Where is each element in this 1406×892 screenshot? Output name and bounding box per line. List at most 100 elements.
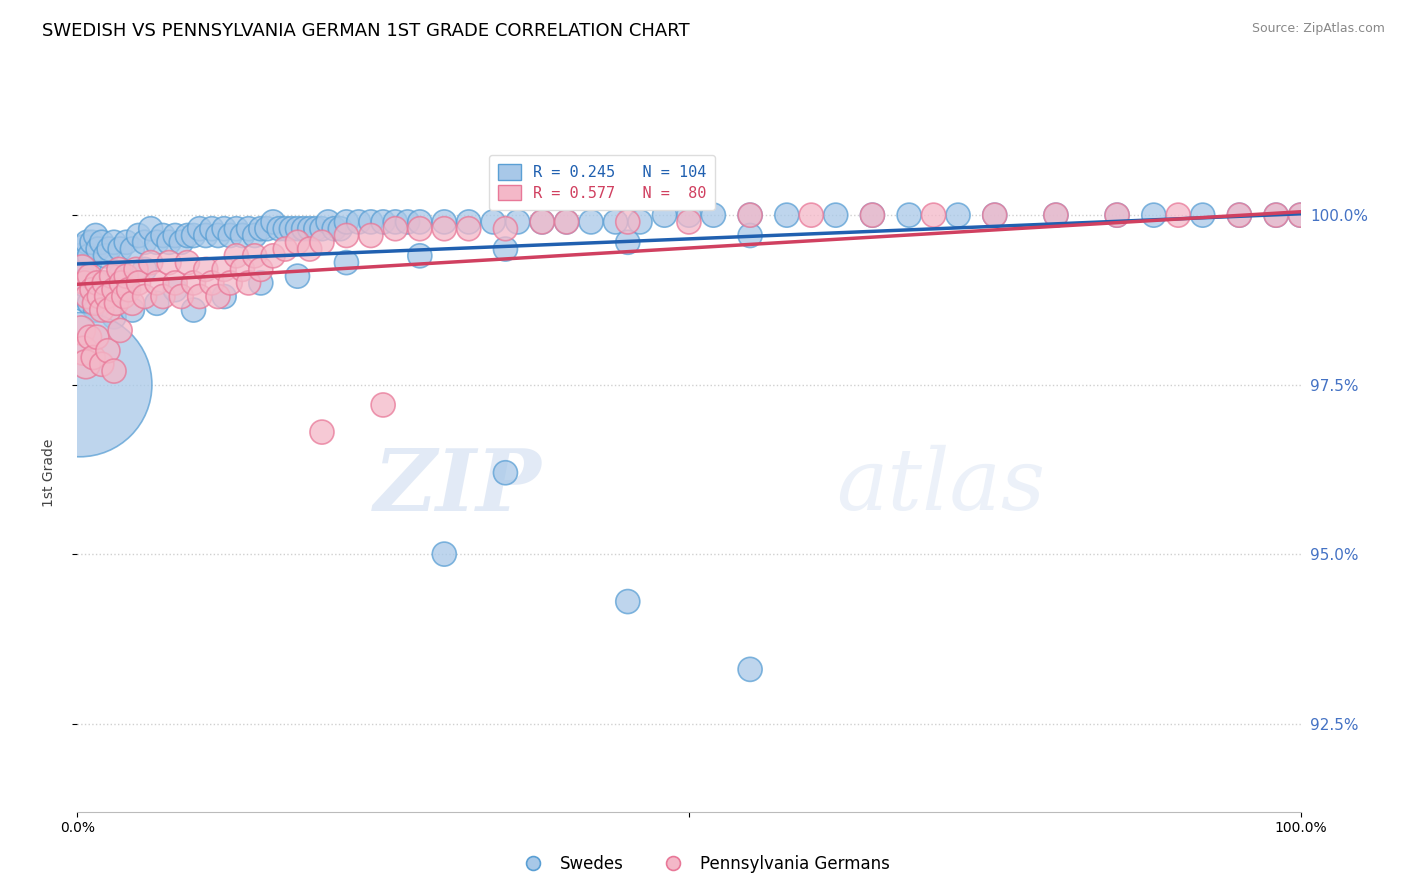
- Point: [360, 215, 382, 229]
- Point: [188, 289, 211, 303]
- Point: [139, 221, 162, 235]
- Legend: Swedes, Pennsylvania Germans: Swedes, Pennsylvania Germans: [509, 848, 897, 880]
- Point: [183, 228, 205, 243]
- Point: [457, 221, 479, 235]
- Text: ZIP: ZIP: [374, 444, 543, 528]
- Legend: R = 0.245   N = 104, R = 0.577   N =  80: R = 0.245 N = 104, R = 0.577 N = 80: [489, 155, 716, 210]
- Point: [495, 242, 517, 256]
- Point: [654, 208, 676, 222]
- Point: [72, 343, 94, 358]
- Point: [250, 276, 273, 290]
- Text: SWEDISH VS PENNSYLVANIA GERMAN 1ST GRADE CORRELATION CHART: SWEDISH VS PENNSYLVANIA GERMAN 1ST GRADE…: [42, 22, 690, 40]
- Point: [617, 215, 640, 229]
- Point: [73, 276, 96, 290]
- Point: [433, 221, 456, 235]
- Point: [922, 208, 945, 222]
- Point: [134, 262, 156, 277]
- Point: [152, 228, 174, 243]
- Point: [287, 269, 309, 284]
- Point: [121, 242, 143, 256]
- Point: [628, 215, 651, 229]
- Point: [316, 215, 339, 229]
- Point: [79, 249, 101, 263]
- Point: [108, 262, 131, 277]
- Point: [115, 283, 138, 297]
- Point: [269, 221, 291, 235]
- Point: [121, 296, 143, 310]
- Point: [579, 215, 602, 229]
- Point: [800, 208, 823, 222]
- Point: [409, 221, 432, 235]
- Point: [86, 330, 108, 344]
- Point: [79, 296, 101, 310]
- Point: [231, 262, 253, 277]
- Point: [103, 364, 125, 378]
- Point: [183, 303, 205, 318]
- Point: [335, 255, 357, 269]
- Point: [170, 235, 193, 250]
- Point: [1229, 208, 1251, 222]
- Point: [305, 221, 328, 235]
- Point: [98, 242, 121, 256]
- Point: [384, 215, 406, 229]
- Point: [862, 208, 884, 222]
- Point: [311, 425, 333, 439]
- Point: [89, 289, 111, 303]
- Point: [201, 276, 224, 290]
- Text: atlas: atlas: [835, 445, 1045, 528]
- Point: [90, 235, 112, 250]
- Point: [139, 255, 162, 269]
- Point: [256, 221, 278, 235]
- Point: [70, 269, 93, 284]
- Point: [250, 262, 273, 277]
- Point: [262, 249, 284, 263]
- Point: [165, 283, 187, 297]
- Point: [323, 221, 346, 235]
- Point: [347, 215, 370, 229]
- Point: [311, 221, 333, 235]
- Point: [262, 215, 284, 229]
- Point: [740, 208, 762, 222]
- Point: [1265, 208, 1288, 222]
- Point: [287, 235, 309, 250]
- Point: [70, 323, 93, 337]
- Point: [898, 208, 921, 222]
- Point: [396, 215, 419, 229]
- Point: [165, 276, 187, 290]
- Point: [112, 289, 135, 303]
- Point: [94, 249, 117, 263]
- Point: [409, 249, 432, 263]
- Point: [100, 269, 122, 284]
- Point: [274, 221, 297, 235]
- Point: [1167, 208, 1189, 222]
- Y-axis label: 1st Grade: 1st Grade: [42, 439, 56, 507]
- Point: [79, 330, 101, 344]
- Point: [201, 221, 224, 235]
- Point: [329, 221, 352, 235]
- Point: [72, 289, 94, 303]
- Point: [194, 228, 217, 243]
- Point: [82, 351, 104, 365]
- Point: [183, 276, 205, 290]
- Point: [287, 221, 309, 235]
- Point: [1107, 208, 1129, 222]
- Point: [103, 283, 125, 297]
- Point: [1229, 208, 1251, 222]
- Point: [69, 377, 91, 392]
- Point: [335, 215, 357, 229]
- Point: [103, 310, 125, 324]
- Point: [371, 398, 394, 412]
- Point: [125, 262, 148, 277]
- Point: [274, 242, 297, 256]
- Point: [360, 228, 382, 243]
- Point: [984, 208, 1007, 222]
- Point: [96, 289, 118, 303]
- Point: [238, 276, 260, 290]
- Point: [335, 228, 357, 243]
- Point: [75, 357, 97, 371]
- Point: [298, 221, 321, 235]
- Point: [1107, 208, 1129, 222]
- Point: [678, 215, 700, 229]
- Point: [1289, 208, 1312, 222]
- Point: [146, 296, 169, 310]
